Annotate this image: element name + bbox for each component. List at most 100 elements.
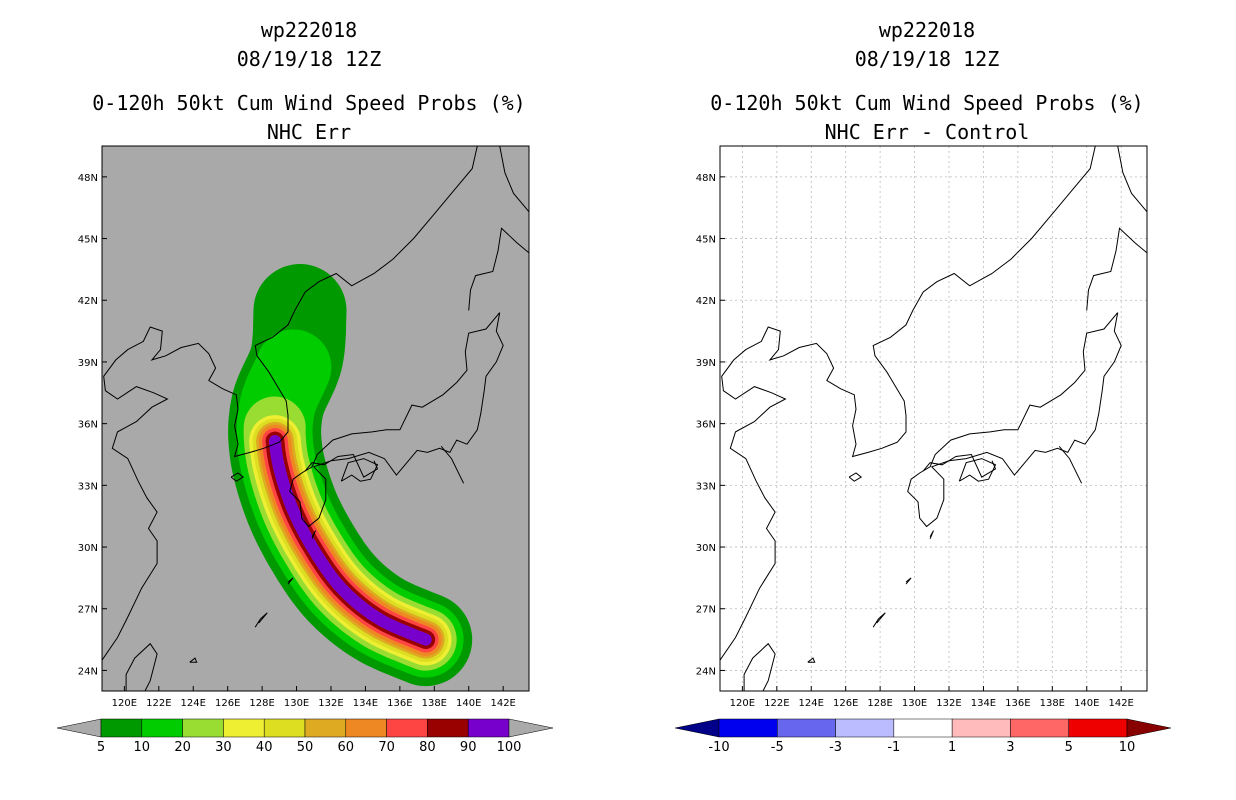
prob-colorbar-swatch <box>223 718 265 738</box>
x-tick-label: 136E <box>387 698 412 709</box>
panel-subtitle: NHC Err - Control <box>824 120 1030 144</box>
x-tick-label: 128E <box>249 698 274 709</box>
diff-colorbar-low-arrow <box>674 718 720 738</box>
prob-colorbar-low-arrow <box>56 718 102 738</box>
x-tick-label: 138E <box>422 698 447 709</box>
coastline <box>905 577 912 585</box>
probability-map: 120E 122E 124E 126E 128E 130E 132E 134E 136E 138E… <box>56 145 554 755</box>
y-tick-label: 36N <box>78 420 98 431</box>
coastline <box>958 458 997 482</box>
x-tick-label: 140E <box>456 698 481 709</box>
coastline <box>719 145 1096 661</box>
coastlines <box>101 145 530 692</box>
coastline <box>311 530 316 539</box>
prob-colorbar-swatch <box>345 718 387 738</box>
coastline <box>499 145 530 213</box>
probability-contours <box>228 264 473 687</box>
coastline <box>848 472 863 482</box>
x-tick-label: 120E <box>730 698 755 709</box>
x-tick-label: 124E <box>799 698 824 709</box>
prob-colorbar-label: 20 <box>174 740 191 755</box>
prob-colorbar-label: 40 <box>256 740 273 755</box>
y-tick-label: 24N <box>696 666 716 677</box>
grid-lines <box>720 146 1147 691</box>
diff-colorbar-label: -5 <box>771 740 784 755</box>
prob-colorbar-label: 90 <box>460 740 477 755</box>
coastline <box>230 472 245 482</box>
diff-colorbar-swatch <box>951 718 1011 738</box>
coastline <box>1058 445 1083 484</box>
diff-colorbar-swatch <box>835 718 895 738</box>
date-title: 08/19/18 12Z <box>854 47 1000 71</box>
y-tick-label: 33N <box>696 481 716 492</box>
map-frame <box>101 145 530 692</box>
y-tick-label: 42N <box>696 296 716 307</box>
y-tick-label: 39N <box>696 358 716 369</box>
x-tick-label: 124E <box>181 698 206 709</box>
y-tick-label: 36N <box>696 420 716 431</box>
diff-colorbar-label: 1 <box>948 740 956 755</box>
x-tick-label: 132E <box>318 698 343 709</box>
map-background <box>720 146 1147 691</box>
prob-colorbar-swatch <box>141 718 183 738</box>
storm-id-title: wp222018 <box>260 18 358 42</box>
storm-id-title: wp222018 <box>878 18 976 42</box>
prob-colorbar-swatch <box>304 718 347 738</box>
x-tick-label: 130E <box>902 698 927 709</box>
coastline <box>468 227 530 311</box>
x-tick-label: 134E <box>353 698 378 709</box>
prob-colorbar-label: 100 <box>497 740 522 755</box>
y-tick-label: 42N <box>78 296 98 307</box>
x-tick-label: 142E <box>490 698 515 709</box>
panel-subtitle: NHC Err <box>266 120 352 144</box>
prob-colorbar-swatch <box>386 718 428 738</box>
prob-colorbar-label: 30 <box>215 740 232 755</box>
y-tick-label: 30N <box>696 543 716 554</box>
prob-colorbar-swatch <box>427 718 469 738</box>
prob-colorbar-label: 50 <box>297 740 314 755</box>
diff-colorbar-swatch <box>718 718 778 738</box>
x-tick-label: 122E <box>146 698 171 709</box>
right-panel: wp222018 08/19/18 12Z 0-120h 50kt Cum Wi… <box>618 0 1236 800</box>
diff-colorbar-swatch <box>1068 718 1128 738</box>
diff-colorbar-label: 10 <box>1119 740 1136 755</box>
x-tick-label: 126E <box>215 698 240 709</box>
left-panel: wp222018 08/19/18 12Z 0-120h 50kt Cum Wi… <box>56 18 554 755</box>
diff-colorbar-label: -1 <box>887 740 900 755</box>
prob-colorbar-label: 60 <box>338 740 355 755</box>
coastline <box>743 642 776 692</box>
product-title: 0-120h 50kt Cum Wind Speed Probs (%) <box>710 91 1144 115</box>
coastline <box>125 642 158 692</box>
product-title: 0-120h 50kt Cum Wind Speed Probs (%) <box>92 91 526 115</box>
coastline <box>929 530 934 539</box>
x-tick-label: 120E <box>112 698 137 709</box>
diff-colorbar-swatch <box>777 718 836 738</box>
x-tick-label: 136E <box>1005 698 1030 709</box>
x-tick-label: 138E <box>1040 698 1065 709</box>
prob-colorbar-swatch <box>100 718 143 738</box>
diff-colorbar-swatch <box>1010 718 1069 738</box>
coastline <box>287 577 294 585</box>
x-tick-label: 130E <box>284 698 309 709</box>
prob-colorbar-label: 5 <box>97 740 105 755</box>
prob-colorbar-high-arrow <box>508 718 554 738</box>
diff-colorbar-label: 5 <box>1065 740 1073 755</box>
map-frame <box>719 145 1148 692</box>
y-tick-label: 39N <box>78 358 98 369</box>
x-tick-label: 128E <box>867 698 892 709</box>
date-title: 08/19/18 12Z <box>236 47 382 71</box>
y-tick-label: 45N <box>78 235 98 246</box>
y-tick-label: 27N <box>696 605 716 616</box>
diff-colorbar-high-arrow <box>1126 718 1172 738</box>
prob-colorbar-label: 10 <box>134 740 151 755</box>
prob-colorbar-swatch <box>182 718 224 738</box>
y-tick-label: 30N <box>78 543 98 554</box>
x-tick-label: 126E <box>833 698 858 709</box>
y-tick-label: 48N <box>696 173 716 184</box>
coastline <box>872 612 886 628</box>
y-tick-label: 48N <box>78 173 98 184</box>
coastline <box>807 657 816 663</box>
x-tick-label: 142E <box>1108 698 1133 709</box>
x-tick-label: 140E <box>1074 698 1099 709</box>
x-tick-label: 122E <box>764 698 789 709</box>
